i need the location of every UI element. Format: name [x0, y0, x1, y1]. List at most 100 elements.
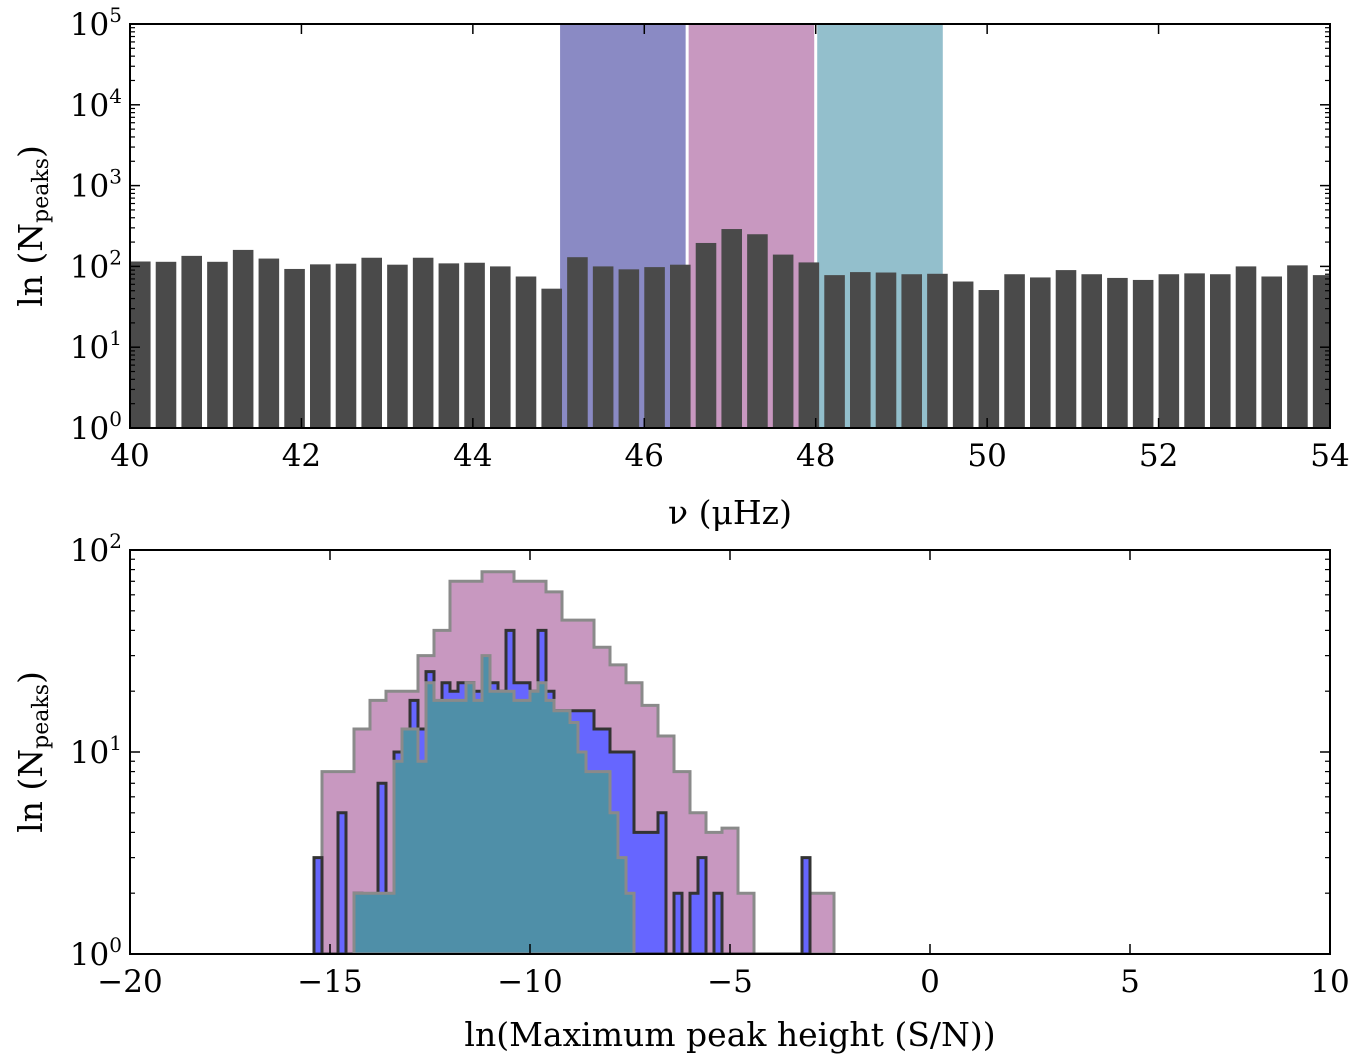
x-tick-label-0: 40 — [110, 438, 149, 474]
bar-20 — [644, 267, 665, 428]
top-x-tick-labels: 40 42 44 46 48 50 52 54 — [110, 438, 1349, 474]
y-tick-label-2: 102 — [70, 529, 122, 569]
y-tick-label-0: 100 — [70, 933, 122, 973]
bar-11 — [412, 257, 434, 428]
y-tick-exponent: 2 — [109, 529, 122, 553]
x-tick-label-6: 10 — [1310, 964, 1349, 1000]
x-tick-label-1: −15 — [297, 964, 362, 1000]
top-x-axis-label: ν (μHz) — [668, 493, 792, 532]
bottom-x-tick-labels: −20 −15 −10 −5 0 5 10 — [97, 964, 1349, 1000]
bottom-x-axis-label: ln(Maximum peak height (S/N)) — [464, 1015, 995, 1054]
y-tick-label-1: 101 — [70, 731, 122, 771]
x-tick-label-0: −20 — [97, 964, 162, 1000]
bar-15 — [515, 276, 537, 428]
bar-27 — [824, 275, 845, 428]
bottom-axis-ticks — [129, 549, 1331, 955]
y-tick-exponent: 0 — [109, 407, 122, 431]
x-tick-label-1: 42 — [282, 438, 321, 474]
bar-24 — [747, 234, 768, 428]
x-tick-label-4: 48 — [796, 438, 835, 474]
bar-39 — [1132, 279, 1154, 428]
histogram-series-2 — [352, 654, 636, 954]
y-tick-base: 10 — [70, 169, 109, 205]
bar-41 — [1184, 273, 1205, 428]
bar-17 — [567, 257, 588, 428]
y-tick-base: 10 — [70, 735, 109, 771]
bar-28 — [850, 272, 871, 428]
top-y-label-main: ln (N — [11, 223, 50, 307]
bar-22 — [695, 242, 717, 428]
bar-44 — [1261, 276, 1282, 428]
bottom-y-label-sub: peaks — [29, 684, 54, 749]
bar-13 — [464, 262, 485, 428]
bar-26 — [798, 262, 820, 428]
y-tick-base: 10 — [70, 7, 109, 43]
bar-21 — [670, 264, 691, 428]
bar-16 — [541, 288, 562, 428]
bar-4 — [232, 249, 254, 428]
bar-18 — [592, 266, 614, 428]
bar-42 — [1210, 274, 1231, 428]
histogram-series — [312, 570, 836, 954]
y-tick-label-1: 101 — [70, 326, 122, 366]
x-tick-label-5: 50 — [967, 438, 1006, 474]
bar-29 — [875, 272, 897, 428]
bar-8 — [335, 263, 357, 428]
bar-3 — [207, 261, 228, 428]
x-tick-label-2: −10 — [497, 964, 562, 1000]
y-tick-exponent: 3 — [109, 165, 122, 189]
top-y-label-sub: peaks — [29, 158, 54, 223]
bar-32 — [952, 281, 974, 428]
bottom-y-label-close: ) — [11, 671, 50, 684]
top-axis-ticks — [129, 23, 1331, 429]
bar-0 — [130, 261, 151, 428]
y-tick-base: 10 — [70, 249, 109, 285]
y-tick-label-3: 103 — [70, 165, 122, 205]
bar-2 — [181, 255, 202, 428]
bar-6 — [284, 268, 305, 428]
top-y-label-close: ) — [11, 145, 50, 158]
bar-25 — [772, 254, 794, 428]
bar-36 — [1055, 270, 1077, 428]
x-tick-label-2: 44 — [453, 438, 492, 474]
bar-40 — [1158, 274, 1180, 428]
bar-1 — [155, 261, 177, 428]
x-tick-label-7: 54 — [1310, 438, 1349, 474]
bar-38 — [1107, 277, 1128, 428]
bar-5 — [258, 258, 280, 428]
y-tick-exponent: 2 — [109, 245, 122, 269]
x-tick-label-6: 52 — [1139, 438, 1178, 474]
y-tick-label-2: 102 — [70, 245, 122, 285]
bar-30 — [901, 274, 922, 428]
bar-33 — [978, 290, 1000, 428]
y-tick-base: 10 — [70, 533, 109, 569]
bar-23 — [721, 229, 742, 428]
frequency-bands — [560, 24, 943, 428]
top-y-axis-label: ln (Npeaks) — [11, 145, 54, 307]
bar-35 — [1030, 277, 1051, 428]
bar-series — [130, 229, 1330, 428]
x-tick-label-5: 5 — [1120, 964, 1140, 1000]
bar-12 — [438, 263, 460, 428]
y-tick-base: 10 — [70, 411, 109, 447]
bar-34 — [1004, 274, 1025, 428]
y-tick-base: 10 — [70, 937, 109, 973]
y-tick-label-4: 104 — [70, 84, 122, 124]
y-tick-exponent: 1 — [109, 326, 122, 350]
top-plot-frame — [129, 23, 1331, 429]
x-tick-label-4: 0 — [920, 964, 940, 1000]
y-tick-exponent: 0 — [109, 933, 122, 957]
y-tick-base: 10 — [70, 330, 109, 366]
y-tick-label-0: 100 — [70, 407, 122, 447]
y-tick-exponent: 4 — [109, 84, 122, 108]
bar-19 — [618, 269, 640, 428]
bar-37 — [1081, 274, 1102, 428]
y-tick-base: 10 — [70, 88, 109, 124]
bar-10 — [387, 264, 408, 428]
bar-9 — [361, 257, 382, 428]
bar-43 — [1235, 266, 1257, 428]
